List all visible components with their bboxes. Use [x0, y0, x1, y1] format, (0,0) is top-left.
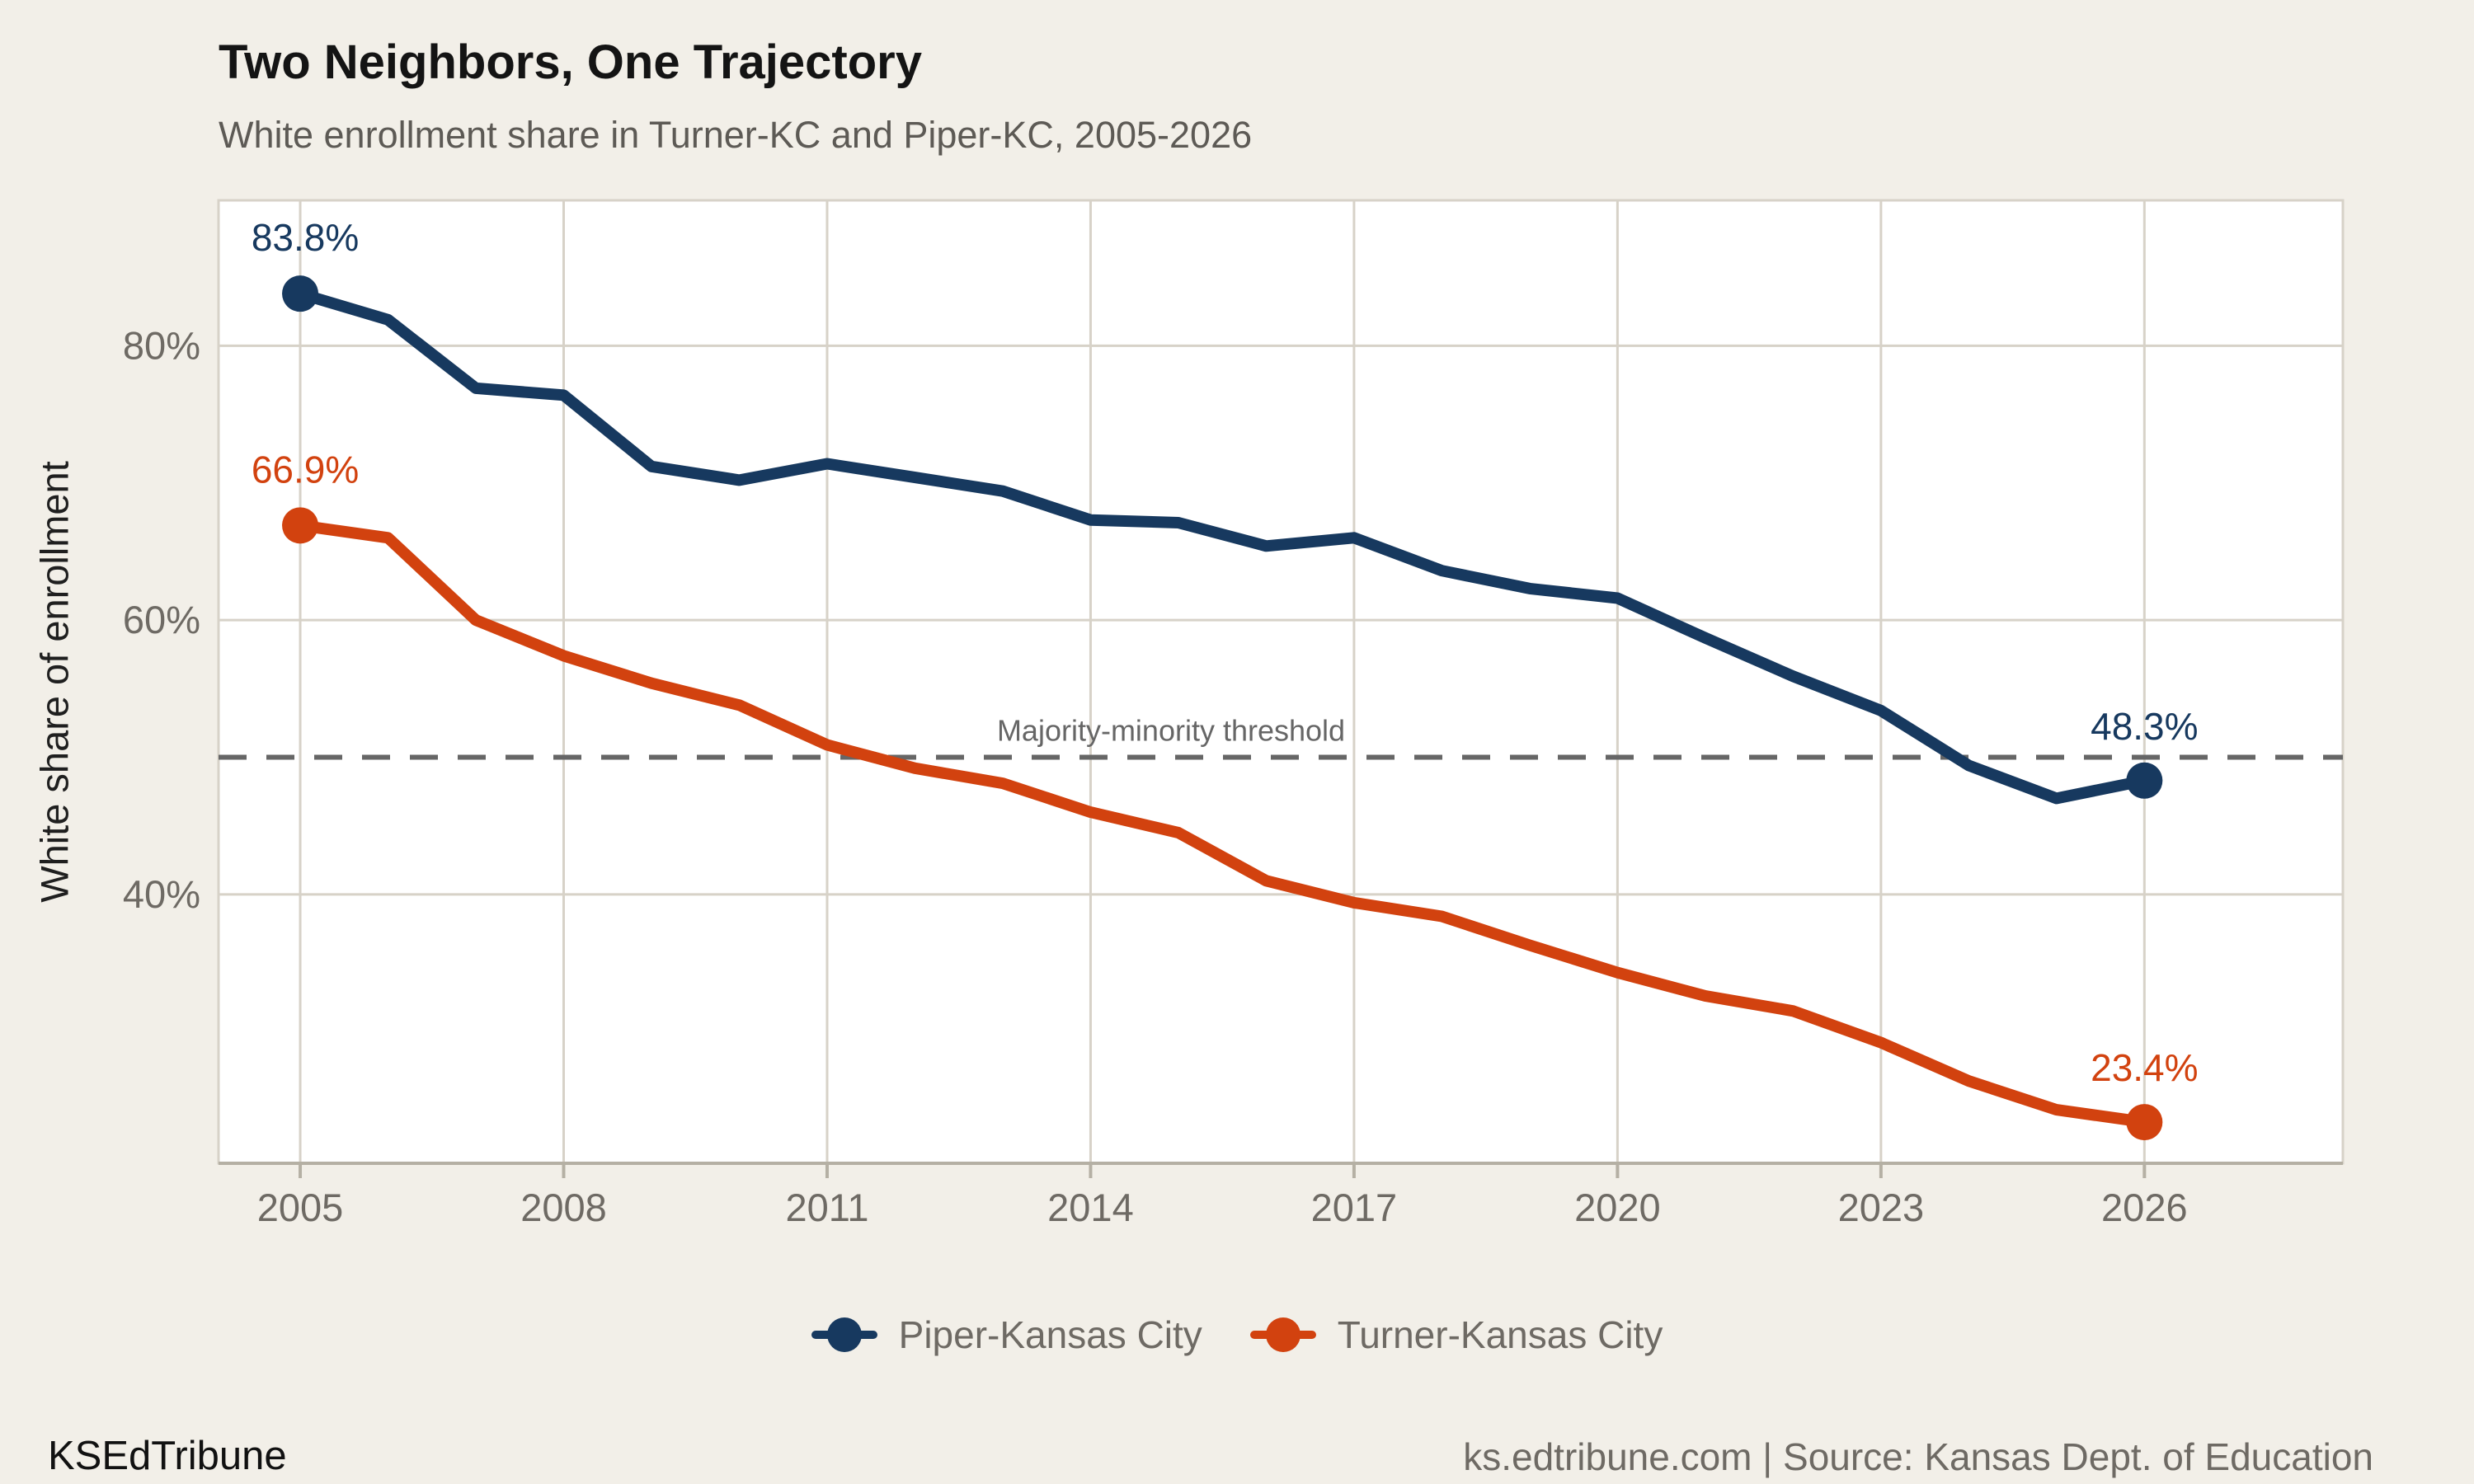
piper-end-dot [2126, 762, 2163, 799]
chart-title: Two Neighbors, One Trajectory [219, 35, 922, 89]
y-tick-label: 80% [123, 323, 200, 367]
turner-line [294, 519, 2151, 1129]
x-tick-label: 2017 [1311, 1186, 1398, 1229]
piper-end-value-label: 48.3% [2091, 705, 2198, 748]
turner-end-value-label: 23.4% [2091, 1046, 2198, 1089]
x-tick-label: 2008 [520, 1186, 607, 1229]
threshold-label: Majority-minority threshold [997, 714, 1345, 748]
x-tick-label: 2023 [1838, 1186, 1925, 1229]
turner-start-value-label: 66.9% [252, 448, 359, 491]
legend-item-piper: Piper-Kansas City [811, 1313, 1202, 1357]
y-tick-label: 40% [123, 872, 200, 916]
y-axis-title: White share of enrollment [32, 461, 77, 903]
piper-line [294, 288, 2151, 805]
legend-label-turner: Turner-Kansas City [1337, 1313, 1663, 1356]
source-attribution: ks.edtribune.com | Source: Kansas Dept. … [1463, 1435, 2373, 1478]
turner-series-marker-icon [1249, 1315, 1316, 1355]
x-tick-label: 2011 [785, 1186, 868, 1229]
turner-marker-dot [1265, 1317, 1300, 1352]
piper-start-value-label: 83.8% [252, 216, 359, 259]
x-tick-label: 2026 [2101, 1186, 2188, 1229]
x-tick-label: 2014 [1047, 1186, 1134, 1229]
turner-start-dot [282, 507, 319, 544]
legend-label-piper: Piper-Kansas City [898, 1313, 1202, 1356]
legend-item-turner: Turner-Kansas City [1249, 1313, 1663, 1357]
piper-series-marker-icon [811, 1315, 877, 1355]
x-tick-label: 2020 [1574, 1186, 1661, 1229]
piper-marker-dot [826, 1317, 862, 1352]
turner-end-dot [2126, 1104, 2163, 1141]
plot-area [219, 200, 2343, 1163]
piper-start-dot [282, 275, 319, 312]
chart-legend: Piper-Kansas City Turner-Kansas City [0, 1313, 2474, 1357]
y-tick-label: 60% [123, 598, 200, 641]
chart-subtitle: White enrollment share in Turner-KC and … [219, 114, 1253, 156]
x-tick-label: 2005 [257, 1186, 344, 1229]
publisher-brand: KSEdTribune [48, 1434, 287, 1478]
